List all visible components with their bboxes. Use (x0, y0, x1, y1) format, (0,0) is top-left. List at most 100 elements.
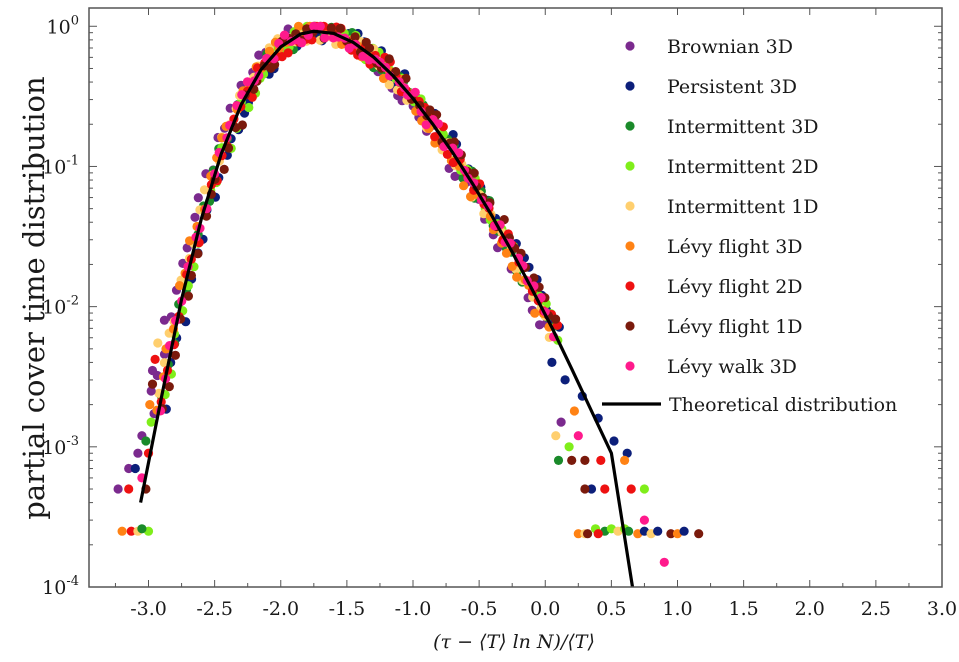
legend-marker (625, 161, 635, 171)
x-tick-label: 0.0 (530, 598, 560, 620)
data-point (219, 164, 229, 174)
data-point (600, 484, 610, 494)
legend-marker (625, 361, 635, 371)
data-point (622, 448, 632, 458)
data-point (183, 291, 193, 301)
data-point (580, 484, 590, 494)
theory-curve-group (139, 29, 635, 588)
data-point (694, 529, 704, 539)
data-point (410, 87, 420, 97)
legend: Brownian 3D Persistent 3D Intermittent 3D I… (602, 36, 897, 416)
legend-label: Lévy flight 2D (667, 276, 803, 298)
data-point (586, 484, 597, 494)
legend-marker (625, 281, 635, 291)
data-point (501, 248, 512, 258)
x-tick-label: -2.0 (262, 598, 299, 620)
data-point (384, 80, 394, 90)
legend-label: Intermittent 1D (667, 196, 819, 218)
data-point (659, 557, 669, 567)
data-point (596, 455, 606, 465)
data-point (146, 417, 156, 427)
data-point (551, 314, 561, 324)
data-point (147, 365, 158, 376)
data-point (326, 23, 336, 33)
legend-label: Intermittent 3D (667, 116, 819, 138)
y-tick-label: 10-2 (42, 294, 79, 319)
legend-marker (625, 321, 635, 331)
data-point (137, 524, 147, 534)
data-point (556, 417, 566, 427)
data-point (117, 526, 127, 536)
data-point (620, 455, 630, 465)
data-point (175, 281, 185, 291)
data-point (433, 119, 443, 129)
legend-marker (625, 41, 635, 51)
data-point (639, 515, 650, 525)
data-point (639, 484, 650, 494)
legend-label: Lévy flight 1D (667, 316, 803, 338)
legend-label: Persistent 3D (667, 76, 797, 98)
data-point (309, 21, 319, 31)
data-point (580, 455, 590, 465)
data-point (315, 21, 325, 31)
legend-label: Brownian 3D (667, 36, 793, 58)
data-point (254, 50, 264, 60)
data-point (141, 436, 151, 446)
x-tick-label: 0.5 (596, 598, 626, 620)
data-point (244, 102, 254, 113)
data-point (459, 181, 469, 191)
data-point (283, 48, 293, 58)
data-point (335, 23, 345, 33)
legend-marker (625, 81, 635, 91)
legend-label: Intermittent 2D (667, 156, 819, 178)
legend-label: Lévy flight 3D (667, 236, 803, 258)
data-point (593, 529, 603, 539)
data-point (454, 148, 464, 158)
data-point (297, 38, 307, 48)
data-point (130, 463, 140, 474)
legend-marker (625, 241, 635, 251)
data-point (350, 32, 360, 42)
data-point (247, 92, 257, 102)
data-point (573, 529, 583, 539)
data-point (469, 168, 479, 178)
theory-curve (139, 29, 635, 588)
data-point (564, 442, 574, 452)
y-axis-title: partial cover time distribution (17, 76, 51, 519)
data-point (624, 526, 634, 536)
data-point (159, 315, 169, 325)
data-point (133, 448, 143, 458)
legend-label: Lévy walk 3D (667, 356, 797, 378)
x-tick-label: 2.5 (861, 598, 891, 620)
data-point (653, 526, 663, 536)
x-tick-label: -2.5 (196, 598, 233, 620)
data-point (124, 463, 134, 474)
y-tick-label: 10-1 (42, 153, 79, 178)
data-point (551, 431, 561, 441)
data-point (164, 382, 174, 392)
data-point (421, 120, 431, 130)
data-point (126, 526, 136, 536)
data-point (170, 350, 180, 360)
data-point (401, 73, 411, 83)
data-point (320, 33, 330, 43)
data-point (242, 77, 252, 87)
data-point (560, 375, 570, 385)
data-point (553, 455, 564, 465)
data-point (150, 354, 160, 364)
data-point (182, 243, 192, 253)
y-tick-label: 10-3 (42, 434, 79, 459)
x-tick-label: 3.0 (927, 598, 957, 620)
plot-frame (88, 7, 943, 588)
legend-marker (625, 121, 635, 131)
data-point (199, 185, 210, 195)
data-point (425, 105, 435, 115)
x-tick-label: 1.5 (729, 598, 759, 620)
data-point (430, 132, 440, 142)
data-point (547, 357, 557, 367)
data-point (507, 261, 517, 271)
x-tick-label: -3.0 (130, 598, 167, 620)
data-point (279, 30, 290, 40)
x-tick-label: -1.0 (395, 598, 432, 620)
y-tick-label: 100 (47, 13, 79, 38)
